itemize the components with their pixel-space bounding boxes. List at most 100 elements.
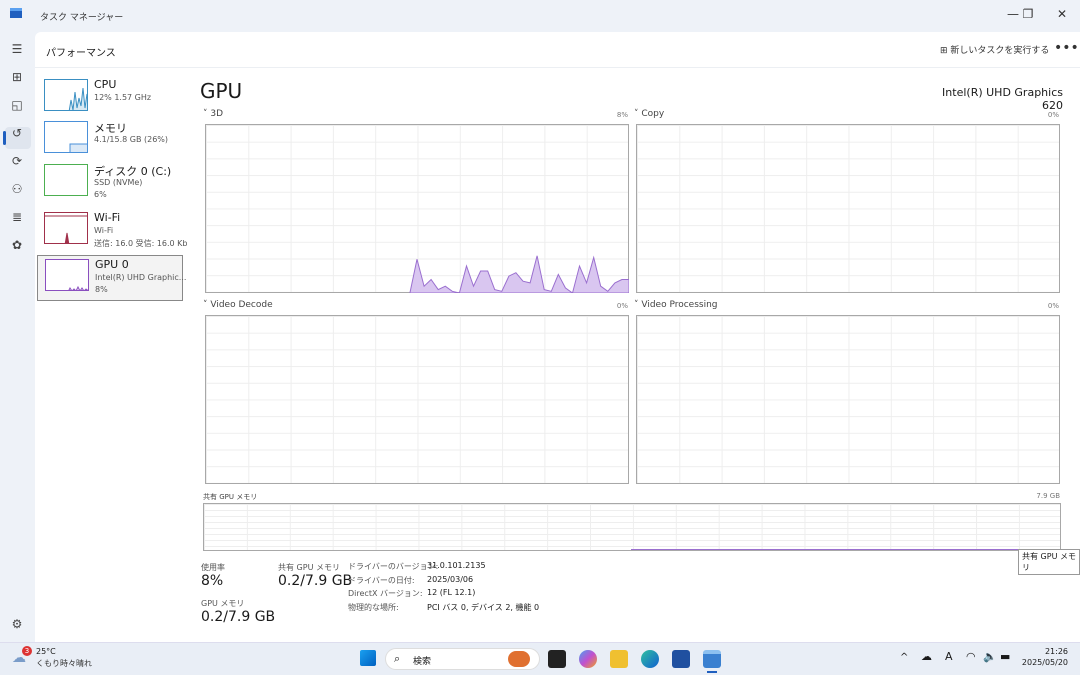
window-title: タスク マネージャー <box>40 13 124 23</box>
chevron-down-icon: ˅ <box>203 300 211 310</box>
nav-active-indicator <box>3 131 6 145</box>
file-explorer-icon[interactable] <box>610 650 628 668</box>
shared-memory-graph-max: 7.9 GB <box>1036 492 1060 500</box>
chevron-down-icon: ˅ <box>634 300 642 310</box>
tray-chevron-icon[interactable]: ^ <box>900 652 909 663</box>
gpu-model: Intel(R) UHD Graphics 620 <box>942 86 1063 112</box>
device-thumbnail <box>44 212 88 244</box>
task-manager-icon <box>10 8 22 18</box>
gpu-memory-value: 0.2/7.9 GB <box>201 609 276 625</box>
search-highlight-icon <box>508 651 530 667</box>
maximize-button[interactable]: ❐ <box>1022 7 1034 21</box>
chevron-down-icon: ˅ <box>203 109 211 119</box>
processes-icon[interactable]: ⊞ <box>11 70 23 84</box>
device-thumbnail <box>44 79 88 111</box>
start-icon[interactable] <box>360 650 376 666</box>
engine-area <box>409 255 629 293</box>
device-line1: Intel(R) UHD Graphic... <box>95 273 187 282</box>
shared-memory-value: 0.2/7.9 GB <box>278 573 353 589</box>
device-thumbnail <box>45 259 89 291</box>
gpu-title: GPU <box>200 79 243 103</box>
nav-active-bg <box>5 127 31 149</box>
settings-icon[interactable]: ⚙ <box>11 617 23 631</box>
services-icon[interactable]: ✿ <box>11 238 23 252</box>
device-name: Wi-Fi <box>94 211 121 224</box>
task-manager-taskbar-icon[interactable] <box>703 650 721 668</box>
taskbar-app-icon[interactable] <box>548 650 566 668</box>
info-key: ドライバーのバージョン: <box>348 562 439 571</box>
engine-name: Video Processing <box>641 300 718 310</box>
info-value: 2025/03/06 <box>427 574 474 584</box>
run-new-task-label: 新しいタスクを実行する <box>950 46 1050 56</box>
more-options-button[interactable]: ••• <box>1054 40 1079 56</box>
device-line2: 6% <box>94 190 107 199</box>
clock-time[interactable]: 21:26 <box>1044 647 1068 656</box>
menu-icon[interactable]: ☰ <box>11 42 23 56</box>
details-icon[interactable]: ≣ <box>11 210 23 224</box>
engine-value: 8% <box>616 111 628 119</box>
store-icon[interactable] <box>672 650 690 668</box>
shared-memory-fill <box>631 548 1061 550</box>
device-sparkline <box>68 285 88 290</box>
performance-icon[interactable]: ◱ <box>11 98 23 112</box>
copilot-icon[interactable] <box>579 650 597 668</box>
device-item-4[interactable]: GPU 0 Intel(R) UHD Graphic... 8% <box>37 255 187 301</box>
device-line2: 8% <box>95 285 108 294</box>
active-app-indicator <box>707 671 717 673</box>
device-line1: SSD (NVMe) <box>94 178 143 187</box>
info-value: PCI バス 0, デバイス 2, 機能 0 <box>427 602 540 612</box>
volume-icon[interactable]: 🔈 <box>983 650 997 663</box>
weather-badge: 3 <box>22 646 32 656</box>
title-bar: タスク マネージャー — ❐ ✕ <box>0 0 1080 32</box>
search-placeholder: 検索 <box>413 657 432 667</box>
engine-graph-3 <box>636 315 1060 484</box>
info-key: 物理的な場所: <box>348 602 399 612</box>
new-task-icon: ⊞ <box>940 46 951 56</box>
engine-value: 0% <box>1047 111 1059 119</box>
engine-label[interactable]: ˅ 3D <box>203 109 223 119</box>
device-thumbnail <box>44 164 88 196</box>
ime-indicator[interactable]: A <box>945 650 953 663</box>
engine-label[interactable]: ˅ Video Processing <box>634 300 718 310</box>
app-history-icon[interactable]: ↺ <box>11 126 23 140</box>
utilization-label: 使用率 <box>201 563 225 572</box>
battery-icon[interactable]: ▬ <box>1000 650 1011 663</box>
engine-graph-2 <box>205 315 629 484</box>
engine-name: 3D <box>210 109 224 119</box>
tooltip: 共有 GPU メモリ <box>1018 549 1080 575</box>
device-item-0[interactable]: CPU 12% 1.57 GHz <box>37 76 183 122</box>
nav-rail: ☰ ⊞ ◱ ↺ ⟳ ⚇ ≣ ✿ ⚙ <box>0 32 34 642</box>
device-item-1[interactable]: メモリ 4.1/15.8 GB (26%) <box>37 118 183 164</box>
clock-date[interactable]: 2025/05/20 <box>1021 658 1068 667</box>
engine-name: Video Decode <box>210 300 273 310</box>
shared-memory-graph-label: 共有 GPU メモリ <box>203 493 258 501</box>
device-sparkline <box>69 143 87 152</box>
minimize-button[interactable]: — <box>1007 7 1019 21</box>
run-new-task-button[interactable]: ⊞ 新しいタスクを実行する <box>940 43 1049 56</box>
taskbar <box>0 642 1080 675</box>
engine-value: 0% <box>616 302 628 310</box>
edge-icon[interactable] <box>641 650 659 668</box>
wifi-icon[interactable]: ◠ <box>966 650 976 663</box>
onedrive-icon[interactable]: ☁ <box>921 650 932 663</box>
device-item-3[interactable]: Wi-Fi Wi-Fi 送信: 16.0 受信: 16.0 Kb <box>37 209 188 255</box>
device-line1: 4.1/15.8 GB (26%) <box>94 135 169 144</box>
device-line1: Wi-Fi <box>94 226 114 235</box>
shared-memory-label: 共有 GPU メモリ <box>278 563 340 572</box>
page-title: パフォーマンス <box>46 48 116 59</box>
engine-name: Copy <box>641 109 665 119</box>
taskbar-search[interactable]: ⌕ 検索 <box>385 648 540 670</box>
users-icon[interactable]: ⚇ <box>11 182 23 196</box>
startup-icon[interactable]: ⟳ <box>11 154 23 168</box>
device-name: ディスク 0 (C:) <box>94 165 172 178</box>
engine-value: 0% <box>1047 302 1059 310</box>
weather-text: くもり時々晴れ <box>36 659 92 668</box>
close-button[interactable]: ✕ <box>1056 7 1068 21</box>
chevron-down-icon: ˅ <box>634 109 642 119</box>
device-name: メモリ <box>94 122 127 135</box>
info-value: 31.0.101.2135 <box>427 561 486 570</box>
engine-label[interactable]: ˅ Copy <box>634 109 664 119</box>
device-line2: 送信: 16.0 受信: 16.0 Kb <box>94 239 188 248</box>
device-item-2[interactable]: ディスク 0 (C:) SSD (NVMe) 6% <box>37 161 183 207</box>
engine-label[interactable]: ˅ Video Decode <box>203 300 273 310</box>
